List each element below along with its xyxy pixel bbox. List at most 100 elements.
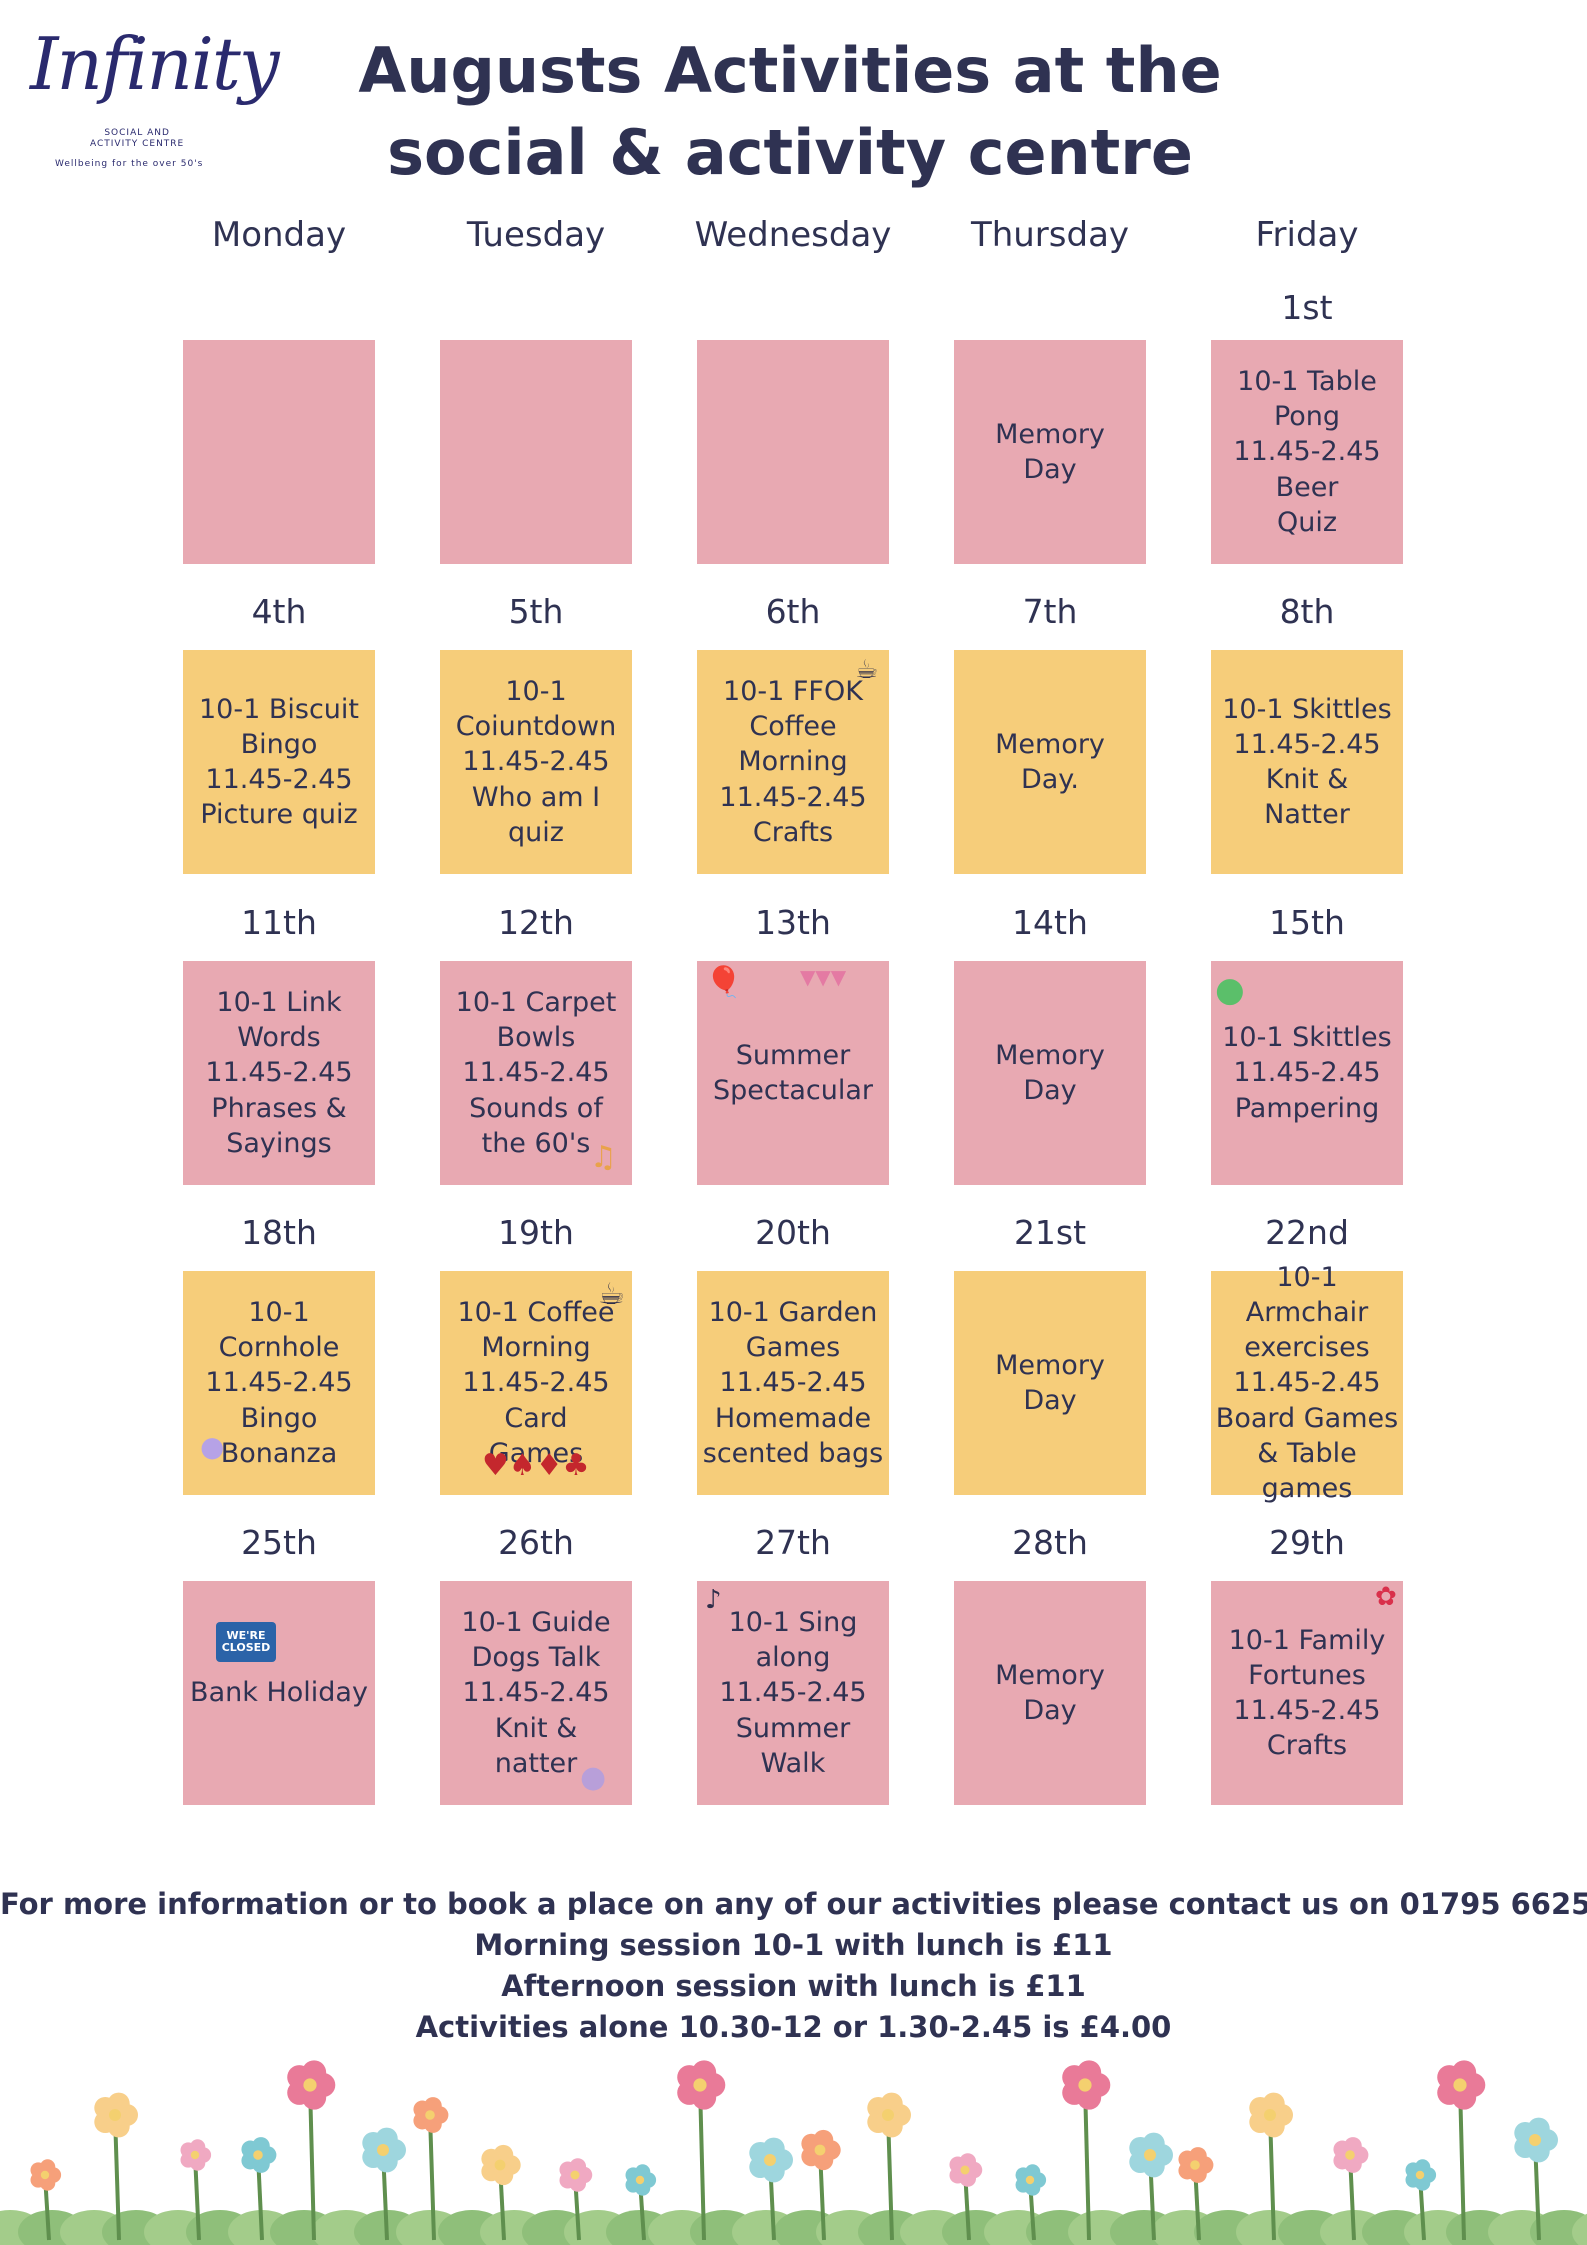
logo-subtitle-line2: ACTIVITY CENTRE	[90, 138, 185, 149]
activity-cell: Memory Day	[954, 1271, 1146, 1495]
flower-border-decoration	[0, 2060, 1587, 2245]
flower-center	[693, 2078, 707, 2092]
date-label: 12th	[498, 903, 574, 942]
activity-cell: 10-1 Table Pong 11.45-2.45 Beer Quiz	[1211, 340, 1403, 564]
activity-text: 10-1 Garden Games 11.45-2.45 Homemade sc…	[702, 1297, 884, 1469]
flower-petal	[1344, 2137, 1362, 2155]
flower-stem	[308, 2084, 316, 2241]
flower-center	[109, 2109, 121, 2121]
flower-petal	[375, 2127, 398, 2150]
closed-sign-icon: WE'RE CLOSED	[216, 1622, 276, 1662]
activity-cell	[697, 340, 889, 564]
flower-petal	[39, 2159, 56, 2175]
date-label: 14th	[1012, 903, 1088, 942]
flower-petal	[569, 2158, 587, 2175]
flower-petal	[634, 2164, 651, 2180]
flower-stem	[428, 2114, 436, 2241]
footer-line-afternoon: Afternoon session with lunch is £11	[501, 1969, 1086, 2003]
date-label: 21st	[1013, 1213, 1087, 1252]
coffee-cup-icon: ☕	[855, 655, 879, 685]
date-label: 28th	[1012, 1523, 1088, 1562]
flower-petal	[1189, 2147, 1207, 2165]
flower-petal	[959, 2153, 977, 2170]
flower-center	[1144, 2149, 1156, 2161]
logo: Infinity SOCIAL AND ACTIVITY CENTRE Well…	[30, 28, 279, 178]
flower-center	[1025, 2175, 1035, 2185]
flower-center	[1345, 2150, 1355, 2160]
date-label: 20th	[755, 1213, 831, 1252]
activity-text: Memory Day.	[995, 728, 1105, 795]
activity-cell: 10-1 Link Words 11.45-2.45 Phrases & Say…	[183, 961, 375, 1185]
activity-text: 10-1 FFOK Coffee Morning 11.45-2.45 Craf…	[719, 676, 867, 848]
date-label: 19th	[498, 1213, 574, 1252]
activity-text: 10-1 Cornhole 11.45-2.45 Bingo Bonanza	[205, 1297, 353, 1469]
flower-center	[253, 2150, 263, 2160]
activity-text: 10-1 Coiuntdown 11.45-2.45 Who am I quiz	[455, 676, 617, 848]
flower-center	[303, 2078, 317, 2092]
flower-petal	[1414, 2159, 1431, 2175]
date-label: 8th	[1279, 592, 1335, 631]
activity-cell: Memory Day	[954, 340, 1146, 564]
date-label: 13th	[755, 903, 831, 942]
wool-basket-icon: ●	[580, 1760, 607, 1795]
logo-subtitle: SOCIAL AND ACTIVITY CENTRE	[90, 128, 184, 150]
activity-text: 10-1 Armchair exercises 11.45-2.45 Board…	[1215, 1262, 1399, 1504]
activity-cell: Memory Day	[954, 1581, 1146, 1805]
activity-cell: 10-1 Carpet Bowls 11.45-2.45 Sounds of t…	[440, 961, 632, 1185]
flower-petal	[1142, 2132, 1165, 2155]
flower-petal	[252, 2137, 270, 2155]
flower-petal	[424, 2097, 442, 2115]
date-label: 11th	[241, 903, 317, 942]
activity-cell: 10-1 Skittles 11.45-2.45 Knit & Natter	[1211, 650, 1403, 874]
date-label: 1st	[1281, 288, 1333, 327]
activity-cell: 10-1 Garden Games 11.45-2.45 Homemade sc…	[697, 1271, 889, 1495]
activity-cell: 10-1 Armchair exercises 11.45-2.45 Board…	[1211, 1262, 1403, 1504]
card-suits-icon: ♥♠♦♣	[482, 1448, 590, 1483]
logo-wordmark: Infinity	[30, 22, 279, 106]
flower-petal	[762, 2137, 785, 2160]
date-label: 5th	[508, 592, 564, 631]
activity-cell: 10-1 Coffee Morning 11.45-2.45 Card Game…	[440, 1271, 632, 1495]
flower-center	[1453, 2078, 1467, 2092]
flower-center	[494, 2159, 506, 2171]
flower-center	[814, 2144, 826, 2156]
bunting-icon: ▼▼▼	[800, 965, 847, 989]
flower-center	[1415, 2170, 1425, 2180]
activity-cell	[440, 340, 632, 564]
activity-text: 10-1 Skittles 11.45-2.45 Knit & Natter	[1222, 693, 1392, 831]
activity-cell: 10-1 Coiuntdown 11.45-2.45 Who am I quiz	[440, 650, 632, 874]
flower-petal	[301, 2060, 327, 2085]
flower-stem	[1458, 2084, 1466, 2241]
activity-cell: 10-1 Skittles 11.45-2.45 Pampering	[1211, 961, 1403, 1185]
flower-center	[1190, 2160, 1200, 2170]
logo-subtitle-line1: SOCIAL AND	[104, 128, 170, 138]
footer-info: For more information or to book a place …	[0, 1884, 1587, 2048]
date-label: 7th	[1022, 592, 1078, 631]
date-label: 29th	[1269, 1523, 1345, 1562]
footer-line-contact: For more information or to book a place …	[0, 1887, 1587, 1921]
flower-center	[1529, 2134, 1541, 2146]
activity-text: 10-1 Link Words 11.45-2.45 Phrases & Say…	[205, 987, 353, 1159]
leaf-shape	[1572, 2213, 1587, 2245]
coffee-mug-icon: ☕	[598, 1277, 625, 1312]
activity-cell: 10-1 FFOK Coffee Morning 11.45-2.45 Craf…	[697, 650, 889, 874]
activity-cell: 10-1 Guide Dogs Talk 11.45-2.45 Knit & n…	[440, 1581, 632, 1805]
activity-cell: 10-1 Family Fortunes 11.45-2.45 Crafts	[1211, 1581, 1403, 1805]
activity-cell: Memory Day.	[954, 650, 1146, 874]
bowling-ball-icon: ●	[1215, 970, 1245, 1010]
activity-text: Memory Day	[995, 418, 1105, 485]
activity-text: 10-1 Sing along 11.45-2.45 Summer Walk	[719, 1607, 867, 1779]
activity-text: 10-1 Table Pong 11.45-2.45 Beer Quiz	[1233, 366, 1381, 538]
activity-cell: Summer Spectacular	[697, 961, 889, 1185]
activity-text: 10-1 Carpet Bowls 11.45-2.45 Sounds of t…	[455, 987, 617, 1159]
activity-cell: Memory Day	[954, 961, 1146, 1185]
activity-text: Memory Day	[995, 1659, 1105, 1726]
flower-petal	[813, 2129, 834, 2150]
activity-text: Summer Spectacular	[713, 1039, 873, 1106]
balloons-icon: 🎈	[705, 965, 743, 1000]
activity-cell: Bank Holiday	[183, 1581, 375, 1805]
activity-text: Bank Holiday	[190, 1677, 368, 1709]
date-label: 22nd	[1265, 1213, 1349, 1252]
flower-center	[570, 2170, 580, 2180]
page-title: Augusts Activities at the social & activ…	[358, 34, 1222, 189]
